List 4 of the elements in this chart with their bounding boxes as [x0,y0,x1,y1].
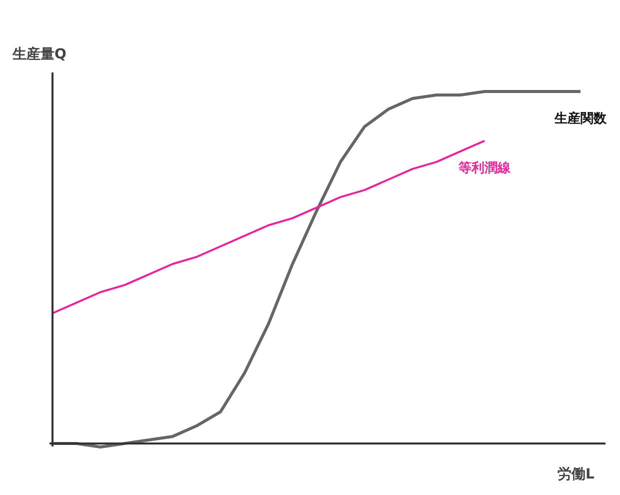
series-label: 生産関数 [554,110,608,126]
series-label: 等利潤線 [458,160,512,176]
y-axis-title: 生産量Q [12,46,66,62]
x-axis-title: 労働L [558,466,594,482]
